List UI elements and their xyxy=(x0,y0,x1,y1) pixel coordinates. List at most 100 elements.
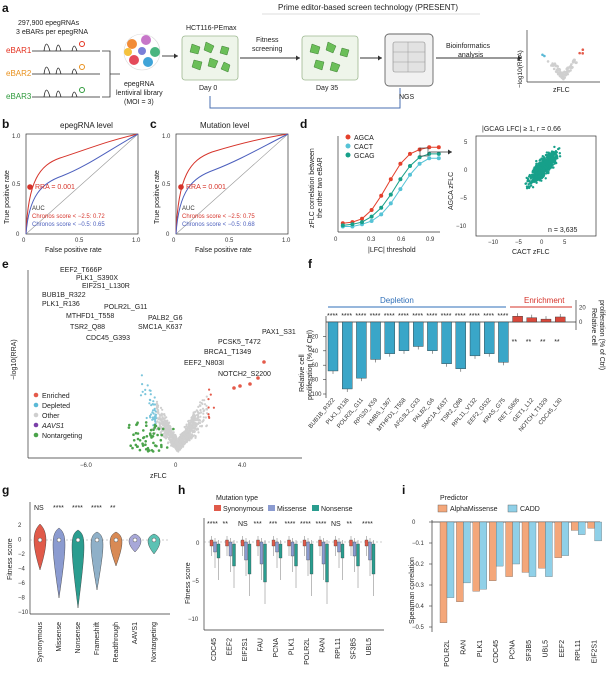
panel-c-ytick-half: 0.5 xyxy=(162,182,171,188)
panel-h-ytick-0: 0 xyxy=(196,541,200,547)
volcano-point xyxy=(209,393,212,396)
volcano-point xyxy=(177,437,180,440)
panel-f-tick-label: −40 xyxy=(308,349,319,355)
panel-b-frame xyxy=(25,133,139,235)
panel-f-sig: **** xyxy=(441,313,452,320)
panel-g-violin xyxy=(52,527,66,599)
nontargeting-point xyxy=(149,428,153,432)
panel-f-sig: **** xyxy=(497,313,508,320)
volcano-point xyxy=(205,404,208,407)
panel-i-bar-alphamissense xyxy=(489,521,497,581)
panel-f-bar xyxy=(526,317,537,323)
panel-f-sig: **** xyxy=(483,313,494,320)
panel-i-bar-alphamissense xyxy=(456,521,464,602)
legend-cadd: CADD xyxy=(520,506,540,513)
legend-other-marker xyxy=(33,412,39,418)
panel-i-category-label: PCNA xyxy=(510,640,517,660)
scatter-point xyxy=(527,180,531,183)
panel-g-category-label: Nonsense xyxy=(75,622,82,654)
panel-c-auc-label: AUC xyxy=(182,206,195,212)
cell-dish-day35 xyxy=(301,35,359,81)
enriched-hit xyxy=(256,376,260,380)
panel-letter-d: d xyxy=(300,117,307,131)
mini-volcano-point xyxy=(575,61,578,64)
analysis-label: analysis xyxy=(458,52,484,59)
panel-b-xtick-0: 0 xyxy=(22,238,26,244)
nontargeting-point xyxy=(146,450,150,453)
enriched-hit xyxy=(238,384,242,388)
panel-f-sig: ** xyxy=(512,339,518,346)
panel-f: f Depletion Enrichment −20 −40 −60 −80 −100 2… xyxy=(299,257,605,433)
gene-label: MTHFD1_T558 xyxy=(66,313,114,320)
panel-i-bar-alphamissense xyxy=(554,521,562,558)
panel-f-bar xyxy=(384,321,395,354)
panel-f-bar xyxy=(498,321,509,363)
scatter-point xyxy=(527,185,531,188)
volcano-point xyxy=(184,429,187,432)
panel-d-point xyxy=(340,223,345,228)
nontargeting-point xyxy=(136,432,140,435)
legend-agca-marker xyxy=(345,134,351,140)
panel-b-xtick-half: 0.5 xyxy=(75,238,84,244)
volcano-point xyxy=(168,421,171,424)
panel-c-rra-point xyxy=(178,184,184,190)
mini-volcano-point xyxy=(552,67,556,71)
volcano-point xyxy=(203,403,207,406)
gene-label: BUB1B_R322 xyxy=(42,292,86,299)
panel-g-sig: **** xyxy=(72,505,83,512)
nontargeting-point xyxy=(165,446,169,449)
nontargeting-point xyxy=(141,444,145,447)
legend-enriched: Enriched xyxy=(42,393,70,400)
panel-f-right-ylabel-2: proliferation (% of Ctrl) xyxy=(598,300,605,370)
panel-b-rra-label: RRA = 0.001 xyxy=(35,184,75,191)
volcano-point xyxy=(170,430,173,433)
panel-h-box xyxy=(290,541,295,557)
gene-label: SMC1A_K637 xyxy=(138,324,182,331)
volcano-point xyxy=(173,437,176,440)
panel-f-tick-label: −100 xyxy=(308,392,322,398)
panel-d-xtick-0: 0 xyxy=(334,237,338,243)
nontargeting-point xyxy=(145,424,148,428)
nontargeting-point xyxy=(138,439,142,442)
volcano-point xyxy=(155,400,159,403)
scatter-point xyxy=(554,153,558,156)
panel-h-ylabel: Fitness score xyxy=(185,562,192,604)
volcano-point xyxy=(194,417,197,420)
legend-cadd-swatch xyxy=(507,504,518,513)
legend-synonymous: Synonymous xyxy=(223,506,264,513)
panel-h-box xyxy=(240,539,245,547)
volcano-point xyxy=(152,418,155,421)
panel-h-box xyxy=(247,543,252,575)
volcano-point xyxy=(145,416,148,420)
scatter-point xyxy=(528,175,532,178)
panel-i-bar-alphamissense xyxy=(521,521,530,573)
scatter-point xyxy=(548,164,552,167)
volcano-point xyxy=(187,433,190,436)
volcano-point xyxy=(153,407,156,410)
panel-i-bar-alphamissense xyxy=(472,521,480,592)
panel-d-point xyxy=(379,205,384,210)
panel-h-box xyxy=(278,543,283,559)
panel-h-box xyxy=(368,541,372,561)
panel-g-ylabel: Fitness score xyxy=(7,538,14,580)
panel-i-bar-alphamissense xyxy=(505,521,513,577)
panel-h-box xyxy=(256,539,260,547)
volcano-point xyxy=(144,393,147,396)
panel-h-sig: ** xyxy=(347,521,353,528)
panel-h-sig: **** xyxy=(285,521,296,528)
panel-h-category-label: FAU xyxy=(258,638,265,652)
nontargeting-point xyxy=(159,438,163,442)
gene-label: TSR2_Q88 xyxy=(70,324,105,331)
panel-h-sig: ** xyxy=(223,521,229,528)
scatter-point xyxy=(541,175,545,178)
panel-f-bar xyxy=(370,321,381,360)
panel-c-xtick-1: 1.0 xyxy=(282,238,291,244)
panel-d-point xyxy=(436,145,441,150)
scatter-point xyxy=(542,164,545,167)
volcano-point xyxy=(154,420,157,423)
panel-h-sig: **** xyxy=(316,521,327,528)
panel-d-scatter-ylabel: AGCA zFLC xyxy=(448,172,455,210)
panel-f-bar xyxy=(484,321,495,354)
scatter-point xyxy=(530,184,533,187)
